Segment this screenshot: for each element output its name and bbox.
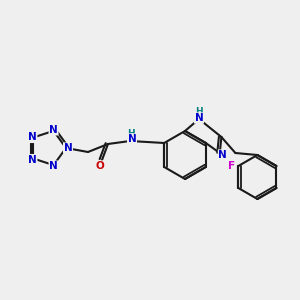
Text: N: N xyxy=(49,125,58,135)
Text: H: H xyxy=(127,128,135,137)
Text: N: N xyxy=(128,134,136,144)
Text: O: O xyxy=(96,161,104,171)
Text: N: N xyxy=(195,113,203,123)
Text: F: F xyxy=(228,161,235,171)
Text: N: N xyxy=(28,132,37,142)
Text: N: N xyxy=(218,150,227,160)
Text: H: H xyxy=(195,107,203,116)
Text: N: N xyxy=(28,154,37,165)
Text: N: N xyxy=(49,161,58,171)
Text: N: N xyxy=(64,143,72,153)
